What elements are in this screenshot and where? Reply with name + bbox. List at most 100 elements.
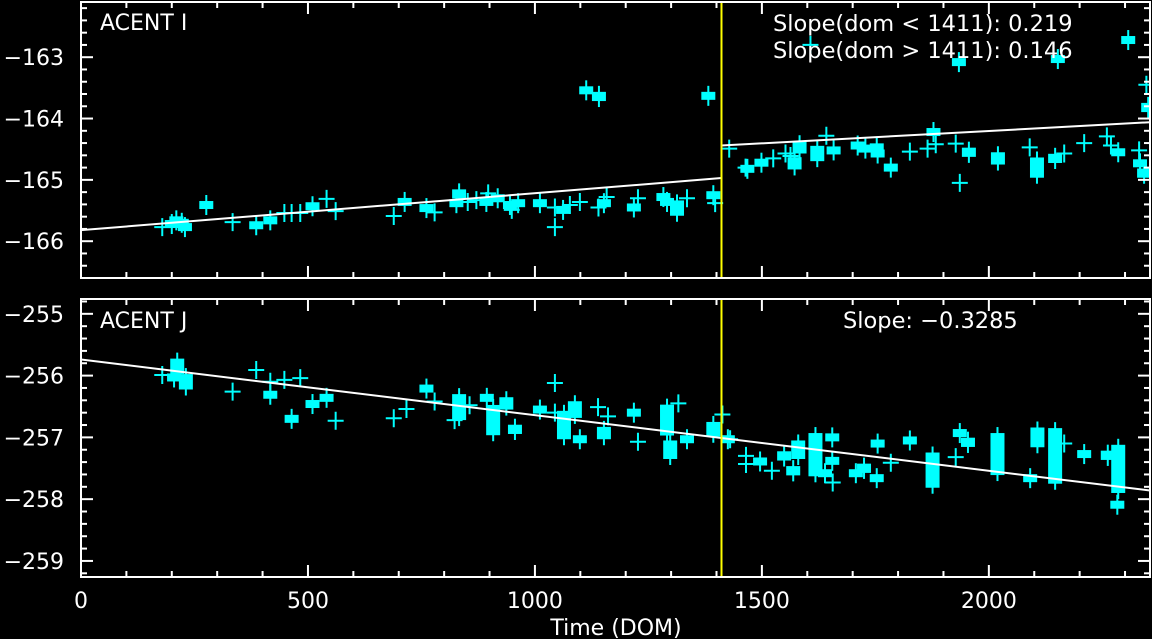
fit-line [721,121,1150,147]
data-point [1102,136,1119,155]
data-point-box [660,404,675,436]
data-point [947,448,964,467]
data-point [292,369,309,388]
data-point [452,388,467,427]
data-point-box [486,404,501,436]
data-point [579,80,594,101]
data-point [869,468,884,489]
data-point-box [305,400,320,409]
data-point-box [319,393,334,402]
data-point-box [499,397,514,410]
data-point [701,85,716,106]
data-point-box [1110,500,1125,509]
data-point [882,453,899,472]
data-point [786,460,801,482]
data-point-box [660,197,675,206]
data-point-box [1030,427,1045,448]
data-point [952,423,967,444]
data-point [754,152,769,173]
data-points [154,30,1150,238]
data-point-box [419,204,434,213]
data-point-box [263,390,278,399]
y-tick-label: −258 [4,488,64,513]
data-point-box [792,141,807,154]
data-point [857,457,872,479]
data-point [740,158,755,179]
data-point-box [502,201,517,210]
data-point-box [284,414,299,423]
data-point [629,432,646,451]
data-point [825,450,840,471]
data-point-box [857,463,872,473]
data-point [1048,147,1063,169]
data-point-box [249,221,264,230]
data-point [1111,438,1126,499]
data-point [721,139,738,158]
data-point [777,445,792,467]
data-point-box [656,193,671,202]
y-tick-label: −256 [4,365,64,390]
data-point [961,141,976,163]
data-point [765,149,782,168]
data-point [663,434,678,466]
data-point [808,427,823,483]
data-point [177,217,192,238]
data-point-box [596,426,611,440]
data-point-box [511,199,526,208]
data-point [327,411,344,430]
data-point [925,446,940,494]
data-point [502,195,517,216]
data-point-box [490,194,505,203]
data-point [678,189,695,208]
data-point [1121,30,1136,51]
panel-title-acent-i: ACENT I [100,11,187,36]
data-point-box [1111,444,1126,493]
data-point [480,184,497,203]
data-point [305,196,320,217]
data-point-box [791,440,806,460]
data-point [926,122,941,143]
slope-annotation-after-breakpoint: Slope(dom > 1411): 0.146 [773,38,1073,64]
data-point [572,429,587,450]
data-point [707,194,724,213]
data-point [224,213,241,232]
data-point-box [579,86,594,95]
panel-acent-j: −255 −256 −257 −258 −259 0 500 1000 1500 2000 [4,298,1151,614]
data-point [626,402,641,423]
data-point [883,157,898,178]
panels: −163 −164 −165 −166 −255 −256 −257 −258 −259 0 500… [4,1,1151,614]
data-point [600,407,617,426]
data-point-box [1100,450,1115,460]
data-point-box [596,199,611,208]
data-point-box [1023,474,1038,483]
data-point-box [777,451,792,461]
y-tick-label: −166 [4,230,64,255]
fit-line [81,177,722,232]
data-point-box [1133,159,1148,168]
data-point [385,207,402,226]
slope-annotation-before-breakpoint: Slope(dom < 1411): 0.219 [773,11,1073,37]
data-point-box [1048,153,1063,163]
data-point [660,398,675,442]
data-point [596,420,611,446]
data-point [591,85,606,108]
data-point [561,196,578,215]
data-point [870,433,885,454]
data-point-box [926,128,941,137]
data-point [706,185,721,206]
data-point-box [263,216,278,225]
data-point [249,215,264,236]
data-point [263,384,278,405]
data-point [598,188,615,207]
data-point [511,193,526,214]
data-point-box [177,223,192,232]
data-point-box [990,152,1005,165]
data-point-box [178,374,193,390]
data-point-box [419,384,434,393]
data-point-box [825,433,840,442]
data-point-box [1029,157,1044,178]
data-point [825,427,840,448]
data-point [1111,142,1126,163]
data-point [284,408,299,429]
